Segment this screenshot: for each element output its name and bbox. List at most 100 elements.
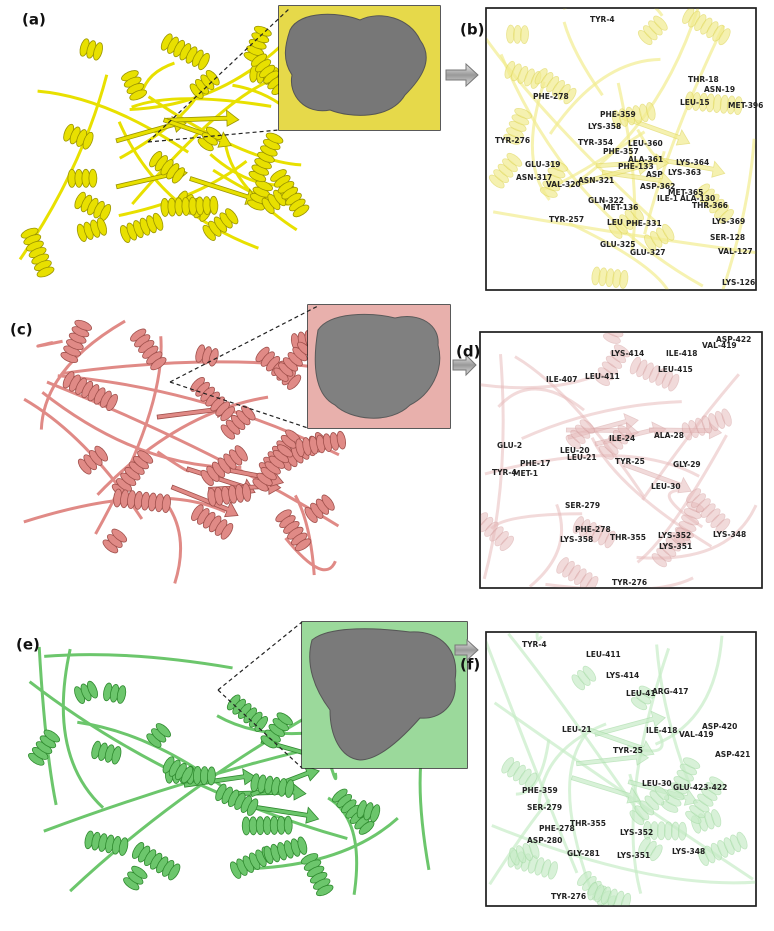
loop bbox=[492, 210, 756, 255]
loop bbox=[140, 61, 175, 95]
residue-label: ILE-407 bbox=[546, 375, 577, 384]
helix-turn bbox=[265, 132, 284, 144]
helix-turn bbox=[131, 865, 148, 879]
strand bbox=[596, 153, 670, 171]
helix-turn bbox=[630, 205, 644, 221]
residue-label: LYS-348 bbox=[713, 530, 746, 539]
helix-turn bbox=[137, 450, 154, 464]
residue-label: LYS-369 bbox=[712, 217, 745, 226]
helix-turn bbox=[520, 25, 529, 45]
helix-turn bbox=[234, 445, 248, 462]
helix-turn bbox=[677, 821, 687, 841]
helix-turn bbox=[43, 729, 61, 743]
residue-label: TYR-4 bbox=[522, 640, 547, 649]
helix-turn bbox=[294, 538, 312, 552]
helix-turn bbox=[638, 685, 656, 699]
helix-turn bbox=[276, 444, 294, 458]
helix-turn bbox=[36, 266, 55, 278]
helix-turn bbox=[284, 779, 295, 798]
helix-turn bbox=[514, 107, 532, 119]
loop bbox=[654, 635, 724, 746]
residue-label: PHE-331 bbox=[626, 219, 662, 228]
residue-label: LEU-415 bbox=[658, 365, 693, 374]
residue-label: GLU-325 bbox=[600, 240, 636, 249]
residue-label: LEU-411 bbox=[585, 372, 620, 381]
loop bbox=[568, 221, 670, 290]
residue-label: LYS-351 bbox=[617, 851, 650, 860]
residue-label: LYS-352 bbox=[658, 531, 691, 540]
residue-label: TYR-25 bbox=[615, 457, 645, 466]
helix-turn bbox=[181, 766, 193, 784]
helix-turn bbox=[499, 535, 514, 551]
residue-label: MET-1 bbox=[513, 469, 538, 478]
loop bbox=[37, 646, 58, 806]
strand bbox=[246, 803, 320, 824]
helix-turn bbox=[682, 757, 701, 769]
loop bbox=[96, 395, 269, 496]
helix-turn bbox=[220, 406, 235, 422]
panel-label: (a) bbox=[22, 11, 46, 29]
loop bbox=[499, 53, 704, 288]
zoom-line bbox=[217, 621, 303, 769]
residue-label: ASP-362 bbox=[640, 182, 675, 191]
loop bbox=[528, 503, 564, 588]
residue-label: THR-18 bbox=[688, 75, 719, 84]
helix-turn bbox=[93, 42, 103, 61]
residue-label: ALA-130 bbox=[680, 194, 715, 203]
loop bbox=[147, 95, 302, 167]
helix-turn bbox=[225, 208, 239, 225]
loop bbox=[327, 796, 359, 895]
inset-surface bbox=[308, 305, 450, 428]
residue-label: PHE-133 bbox=[618, 162, 654, 171]
residue-label: SER-128 bbox=[710, 233, 745, 242]
helix-turn bbox=[118, 837, 129, 856]
loop bbox=[117, 121, 259, 250]
loop bbox=[548, 57, 661, 135]
residue-label: LYS-358 bbox=[588, 122, 621, 131]
helix-turn bbox=[96, 217, 108, 236]
helix-turn bbox=[613, 344, 631, 358]
loop bbox=[209, 153, 279, 187]
helix-turn bbox=[585, 575, 599, 588]
strand bbox=[170, 484, 239, 518]
loop bbox=[721, 138, 756, 290]
helix-turn bbox=[711, 809, 722, 828]
residue-label: ILE-418 bbox=[646, 726, 677, 735]
loop bbox=[497, 387, 585, 412]
residue-label: ILE-1 bbox=[657, 194, 678, 203]
loop bbox=[568, 732, 592, 889]
residue-label: TYR-257 bbox=[549, 215, 584, 224]
helix-turn bbox=[709, 776, 726, 790]
helix-turn bbox=[605, 332, 624, 338]
helix-turn bbox=[579, 419, 595, 434]
residue-label: ASP bbox=[646, 170, 663, 179]
helix-turn bbox=[718, 209, 734, 224]
residue-label: LYS-364 bbox=[676, 158, 709, 167]
helix-turn bbox=[246, 798, 259, 816]
residue-label: LYS-414 bbox=[611, 349, 644, 358]
loop bbox=[515, 739, 551, 796]
helix-turn bbox=[662, 223, 675, 241]
residue-label: GLN-322 bbox=[588, 196, 624, 205]
helix-turn bbox=[336, 430, 347, 450]
residue-label: THR-355 bbox=[610, 533, 646, 542]
loop bbox=[480, 376, 591, 390]
residue-label: TYR-276 bbox=[612, 578, 647, 587]
panel-label: (b) bbox=[460, 21, 484, 39]
helix-turn bbox=[242, 483, 252, 502]
strand bbox=[166, 109, 240, 127]
panel-label: (c) bbox=[10, 321, 33, 339]
helix-turn bbox=[74, 319, 93, 331]
strand bbox=[653, 156, 726, 178]
helix-turn bbox=[316, 884, 334, 897]
strand bbox=[162, 117, 232, 148]
residue-label: GLU-319 bbox=[525, 160, 561, 169]
residue-label: LYS-414 bbox=[606, 671, 639, 680]
residue-label: ALA-361 bbox=[628, 155, 663, 164]
decoration bbox=[18, 25, 454, 897]
helix-turn bbox=[721, 408, 732, 427]
helix-turn bbox=[161, 494, 171, 513]
loop bbox=[486, 36, 660, 226]
